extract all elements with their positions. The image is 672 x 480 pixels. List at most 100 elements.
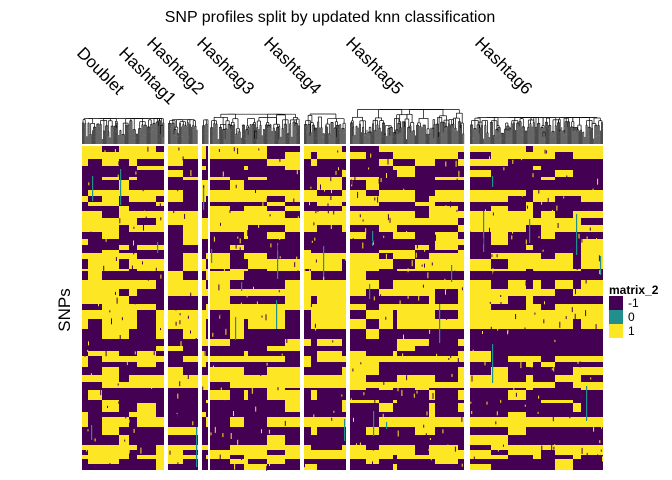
heatmap-cell xyxy=(102,450,119,455)
heatmap-speckle xyxy=(546,150,548,154)
heatmap-cell xyxy=(183,211,198,218)
heatmap-cell xyxy=(244,455,248,459)
heatmap-speckle xyxy=(594,289,596,295)
heatmap-cell xyxy=(379,225,393,232)
heatmap-cell-zero xyxy=(529,219,531,243)
heatmap-cell xyxy=(129,304,137,310)
heatmap-speckle xyxy=(470,401,472,404)
heatmap-cell xyxy=(342,280,346,289)
heatmap-cell xyxy=(285,166,300,170)
heatmap-speckle xyxy=(491,254,493,258)
heatmap-cell xyxy=(508,450,526,455)
heatmap-cell xyxy=(102,190,119,196)
heatmap-cell xyxy=(206,356,208,362)
heatmap-speckle xyxy=(176,413,178,420)
heatmap-cell xyxy=(156,310,164,319)
heatmap-speckle xyxy=(210,288,211,294)
heatmap-cell xyxy=(526,211,533,218)
heatmap-cell xyxy=(508,319,526,329)
heatmap-cell xyxy=(285,455,300,459)
heatmap-speckle xyxy=(577,396,579,399)
heatmap-cell xyxy=(429,319,435,329)
heatmap-cell xyxy=(137,190,156,196)
heatmap-cell xyxy=(429,289,435,296)
heatmap-speckle xyxy=(571,307,573,313)
heatmap-cell xyxy=(541,289,555,296)
heatmap-cell xyxy=(311,390,317,400)
heatmap-cell xyxy=(137,152,156,159)
y-axis-label: SNPs xyxy=(55,288,74,331)
heatmap-cell xyxy=(230,196,244,202)
heatmap-cell xyxy=(508,259,526,269)
heatmap-cell xyxy=(342,450,346,455)
heatmap-speckle xyxy=(204,350,206,356)
heatmap-cell xyxy=(458,304,464,310)
heatmap-cell xyxy=(202,388,206,390)
heatmap-speckle xyxy=(204,402,205,406)
heatmap-cell xyxy=(541,382,555,388)
heatmap-speckle xyxy=(289,321,291,326)
heatmap-speckle xyxy=(553,344,555,349)
heatmap-cell xyxy=(508,152,526,159)
heatmap-speckle xyxy=(374,197,376,201)
heatmap-speckle xyxy=(304,218,306,223)
heatmap-speckle xyxy=(218,149,220,152)
heatmap-speckle xyxy=(446,316,448,320)
heatmap-speckle xyxy=(393,255,395,259)
heatmap-speckle xyxy=(601,422,603,429)
heatmap-speckle xyxy=(429,337,431,341)
heatmap-speckle xyxy=(195,420,197,424)
heatmap-cell xyxy=(541,269,555,271)
heatmap-speckle xyxy=(383,270,385,277)
heatmap-speckle xyxy=(332,340,334,343)
heatmap-cell xyxy=(342,289,346,296)
heatmap-cell-zero xyxy=(492,176,494,187)
heatmap-speckle xyxy=(385,253,387,260)
heatmap-speckle xyxy=(239,247,241,252)
heatmap-cell xyxy=(581,253,603,259)
heatmap-cell xyxy=(350,319,366,329)
heatmap-cell xyxy=(573,304,581,310)
heatmap-speckle xyxy=(547,197,549,202)
heatmap-cell xyxy=(210,225,230,232)
heatmap-cell xyxy=(458,296,464,304)
heatmap-speckle xyxy=(189,286,191,290)
heatmap-cell xyxy=(210,206,230,211)
heatmap-cell xyxy=(210,177,230,180)
heatmap-cell xyxy=(119,435,129,445)
heatmap-cell xyxy=(429,382,435,388)
heatmap-speckle xyxy=(566,200,568,204)
heatmap-cell xyxy=(248,319,267,329)
heatmap-cell xyxy=(102,403,119,412)
heatmap-cell xyxy=(183,375,198,382)
heatmap-cell xyxy=(156,417,164,427)
heatmap-cell xyxy=(88,280,102,289)
heatmap-speckle xyxy=(496,297,498,302)
heatmap-cell xyxy=(102,202,119,206)
heatmap-cell xyxy=(317,202,342,206)
heatmap-cell xyxy=(526,259,533,269)
heatmap-cell xyxy=(156,455,164,459)
heatmap-cell xyxy=(435,206,458,211)
heatmap-cell xyxy=(379,445,393,450)
heatmap-cell xyxy=(317,304,342,310)
heatmap-speckle xyxy=(323,276,325,281)
heatmap-cell xyxy=(267,202,285,206)
heatmap-cell xyxy=(304,464,311,470)
heatmap-cell xyxy=(285,382,300,388)
heatmap-speckle xyxy=(359,191,361,198)
heatmap-speckle xyxy=(448,358,450,360)
heatmap-speckle xyxy=(222,171,224,177)
heatmap-cell xyxy=(429,455,435,459)
heatmap-cell xyxy=(285,346,300,351)
column-dendrograms xyxy=(82,109,603,144)
heatmap-cell xyxy=(366,382,379,388)
heatmap-cell xyxy=(156,382,164,388)
heatmap-cell xyxy=(230,211,244,218)
heatmap-speckle xyxy=(353,417,354,422)
heatmap-cell xyxy=(393,196,397,202)
heatmap-cell xyxy=(102,400,119,403)
heatmap-speckle xyxy=(98,303,99,307)
heatmap-cell xyxy=(508,253,526,259)
